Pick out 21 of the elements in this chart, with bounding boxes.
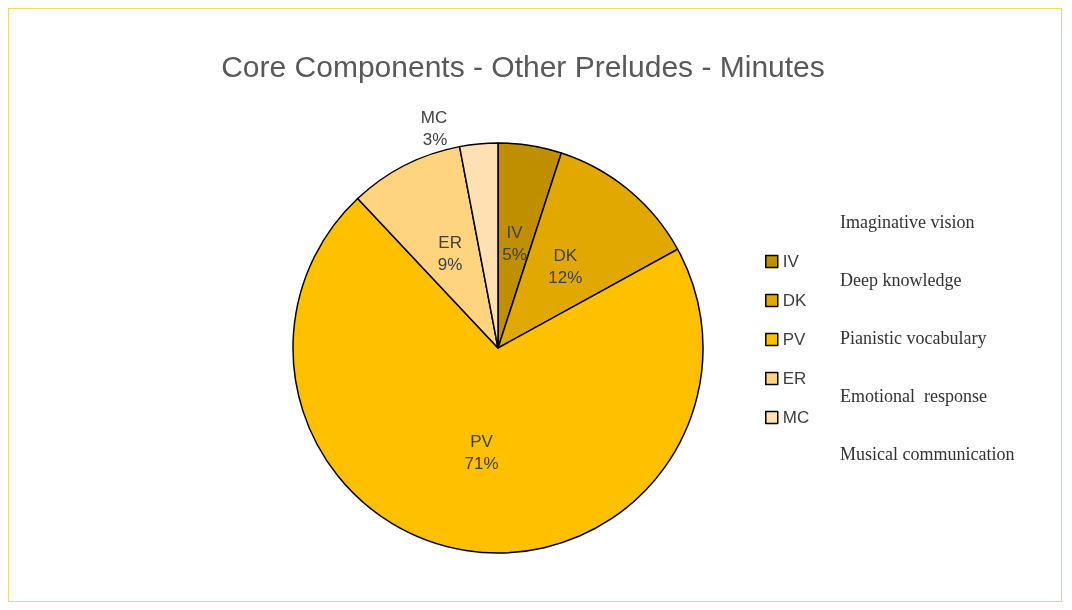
text: Musical communication: [840, 444, 1015, 464]
text: Imaginative vision: [840, 212, 975, 232]
data-label: 9%: [437, 255, 463, 275]
data-label: 71%: [464, 453, 499, 473]
data-label: 5%: [502, 245, 527, 265]
slice-label: PV: [470, 431, 494, 451]
slice-label: ER: [438, 233, 462, 253]
slice-label: DK: [553, 246, 578, 266]
legend-label: MC: [782, 408, 810, 427]
slice-label: MC: [420, 108, 448, 128]
legend-label: IV: [782, 252, 800, 271]
legend-label: ER: [782, 369, 807, 388]
slice-label: IV: [506, 223, 524, 243]
text: Deep knowledge: [840, 270, 962, 290]
data-label: 3%: [422, 130, 448, 150]
chart-title: Core Components - Other Preludes - Minutes: [221, 49, 825, 83]
legend-label: DK: [782, 291, 808, 310]
legend-label: PV: [782, 330, 807, 349]
data-label: 12%: [548, 268, 583, 288]
text: Emotional response: [840, 386, 987, 406]
text: Pianistic vocabulary: [840, 328, 987, 348]
